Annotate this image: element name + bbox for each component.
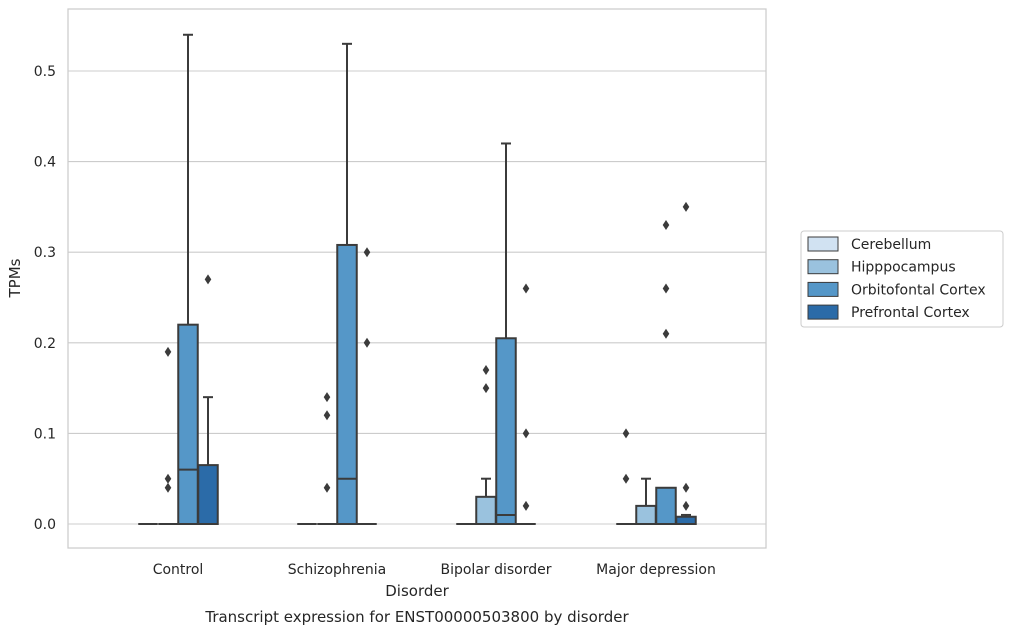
outlier-point bbox=[662, 220, 670, 231]
legend-frame bbox=[800, 230, 1004, 328]
outlier-point bbox=[682, 500, 690, 511]
outlier-point bbox=[164, 346, 172, 357]
box bbox=[177, 323, 199, 525]
outlier-point bbox=[204, 274, 212, 285]
outlier-point bbox=[682, 482, 690, 493]
legend-label: Hipppocampus bbox=[851, 260, 956, 276]
outlier-point bbox=[164, 482, 172, 493]
box bbox=[475, 495, 497, 526]
legend-swatch bbox=[807, 259, 839, 275]
grid-lines bbox=[68, 70, 766, 525]
legend-swatch bbox=[807, 236, 839, 252]
y-tick-label: 0.0 bbox=[34, 517, 56, 533]
outlier-point bbox=[622, 428, 630, 439]
outlier-point bbox=[622, 473, 630, 484]
y-axis-title: TPMs bbox=[6, 258, 24, 298]
plot-data bbox=[138, 33, 697, 526]
outlier-point bbox=[482, 383, 490, 394]
outlier-point bbox=[363, 337, 371, 348]
x-tick-label: Control bbox=[153, 562, 204, 578]
outlier-point bbox=[522, 283, 530, 294]
outlier-point bbox=[682, 201, 690, 212]
y-tick-labels: 0.0 0.1 0.2 0.3 0.4 0.5 bbox=[34, 64, 56, 533]
outlier-point bbox=[323, 392, 331, 403]
x-tick-labels: Control Schizophrenia Bipolar disorder Majo… bbox=[153, 562, 716, 578]
legend-label: Cerebellum bbox=[851, 237, 931, 253]
x-tick-label: Schizophrenia bbox=[288, 562, 386, 578]
y-tick-label: 0.4 bbox=[34, 155, 56, 171]
legend-label: Prefrontal Cortex bbox=[851, 305, 970, 321]
outlier-point bbox=[662, 328, 670, 339]
outlier-point bbox=[522, 500, 530, 511]
legend-label: Orbitofontal Cortex bbox=[851, 282, 986, 298]
y-tick-label: 0.3 bbox=[34, 245, 56, 261]
chart-caption: Transcript expression for ENST0000050380… bbox=[204, 608, 629, 626]
y-tick-label: 0.2 bbox=[34, 336, 56, 352]
box bbox=[197, 464, 219, 525]
outlier-point bbox=[323, 482, 331, 493]
x-tick-label: Bipolar disorder bbox=[440, 562, 551, 578]
outlier-point bbox=[323, 410, 331, 421]
box bbox=[336, 243, 358, 525]
x-tick-label: Major depression bbox=[596, 562, 716, 578]
outlier-point bbox=[164, 473, 172, 484]
outlier-point bbox=[522, 428, 530, 439]
box bbox=[655, 486, 677, 526]
x-axis-title: Disorder bbox=[385, 582, 449, 600]
legend-swatch bbox=[807, 281, 839, 297]
legend: Cerebellum Hipppocampus Orbitofontal Corte… bbox=[800, 230, 1004, 328]
y-tick-label: 0.5 bbox=[34, 64, 56, 80]
outlier-point bbox=[363, 247, 371, 258]
box bbox=[675, 515, 697, 526]
box bbox=[495, 337, 517, 525]
legend-swatch bbox=[807, 304, 839, 320]
y-tick-label: 0.1 bbox=[34, 426, 56, 442]
box bbox=[635, 504, 657, 526]
plot-frame bbox=[67, 8, 767, 549]
outlier-point bbox=[482, 364, 490, 375]
outlier-point bbox=[662, 283, 670, 294]
